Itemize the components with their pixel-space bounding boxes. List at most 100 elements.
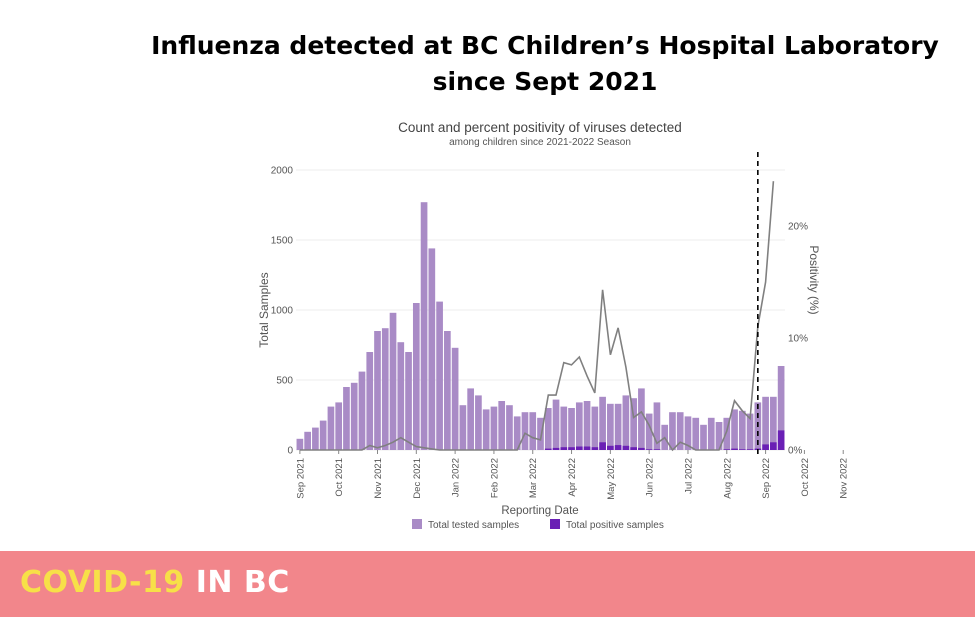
bar-positive [762,444,769,450]
chart-title: Count and percent positivity of viruses … [398,120,682,135]
bar-tested [304,431,311,450]
x-tick-label: May 2022 [606,458,617,500]
legend-swatch-positive [550,519,560,529]
footer-bar: COVID-19 IN BC [0,551,975,617]
bar-tested [700,424,707,450]
x-tick-label: Jul 2022 [683,458,694,494]
bar-tested [599,396,606,450]
bar-tested [420,202,428,450]
slide-title-line-2: since Sept 2021 [432,67,658,96]
bar-tested [475,395,482,450]
legend-label-tested: Total tested samples [428,520,519,531]
legend-swatch-tested [412,519,422,529]
bar-tested [738,410,746,450]
bar-tested [436,301,443,450]
bar-tested [405,352,412,450]
bar-tested [614,403,622,450]
bar-positive [731,448,738,450]
bar-tested [560,406,568,450]
y2-tick-label: 10% [788,334,808,345]
bar-tested [638,388,645,450]
bar-positive [575,446,583,450]
bar-tested [552,399,560,450]
bar-tested [676,412,684,450]
bar-positive [622,445,630,450]
bar-tested [762,396,769,450]
bar-positive [591,447,599,450]
bar-tested [544,408,552,450]
footer-brand-main: IN BC [184,565,290,600]
bar-positive [560,447,568,450]
x-tick-label: Mar 2022 [528,458,539,498]
bar-tested [498,401,506,450]
bar-positive [583,446,591,450]
x-tick-label: Nov 2022 [839,458,850,499]
x-axis-label: Reporting Date [501,505,578,517]
x-tick-label: Sep 2022 [761,458,772,499]
bar-tested [537,417,544,450]
slide-title: Influenza detected at BC Children’s Hosp… [100,28,975,100]
x-tick-label: Jun 2022 [645,458,656,497]
bar-tested [381,328,389,450]
bar-tested [731,409,738,450]
bar-positive [770,442,777,450]
bar-tested [692,417,700,450]
x-tick-label: Feb 2022 [489,458,500,498]
y-tick-label: 0 [287,446,293,457]
bar-tested [591,406,599,450]
bar-tested [319,420,327,450]
slide-title-line-1: Influenza detected at BC Children’s Hosp… [151,31,939,60]
bar-tested [327,406,335,450]
bar-tested [575,402,583,450]
y2-axis-label: Positivity (%) [807,245,821,314]
bar-tested [645,413,653,450]
bar-tested [622,395,630,450]
bar-tested [669,412,676,450]
bar-positive [653,449,661,450]
bar-tested [459,405,467,450]
footer-brand-accent: COVID-19 [20,565,185,600]
x-tick-label: Dec 2021 [412,458,423,499]
bar-tested [451,347,459,450]
bar-tested [374,331,381,450]
bar-tested [607,403,614,450]
bar-tested [343,387,350,450]
bar-positive [723,449,731,450]
bar-tested [513,416,521,450]
bar-tested [444,331,451,450]
x-tick-label: Aug 2022 [722,458,733,499]
bar-tested [366,352,374,450]
bar-tested [467,388,474,450]
bar-tested [770,396,777,450]
bar-tested [482,409,490,450]
bar-tested [529,412,537,450]
bar-tested [521,412,529,450]
bar-tested [630,398,637,450]
bar-tested [746,413,754,450]
y-tick-label: 500 [276,376,293,387]
bar-tested [715,422,723,450]
bar-positive [552,447,560,450]
y-tick-label: 1500 [271,236,294,247]
y2-tick-label: 20% [788,222,808,233]
bar-positive [544,448,552,450]
bar-tested [312,427,319,450]
bar-positive [599,442,606,450]
bar-tested [389,312,397,450]
bar-positive [614,445,622,450]
bar-positive [738,449,746,450]
bar-tested [777,366,785,450]
bar-positive [630,447,637,450]
bar-tested [684,416,692,450]
x-tick-label: Sep 2021 [295,458,306,499]
influenza-chart: Count and percent positivity of viruses … [257,120,850,531]
y-axis-label: Total Samples [257,272,271,347]
bar-tested [412,303,420,450]
bar-tested [358,371,366,450]
x-tick-label: Apr 2022 [567,458,578,497]
x-tick-label: Oct 2021 [334,458,345,497]
y2-tick-label: 0% [788,446,803,457]
legend-label-positive: Total positive samples [566,520,664,531]
bar-positive [568,447,575,450]
bar-tested [506,405,513,450]
